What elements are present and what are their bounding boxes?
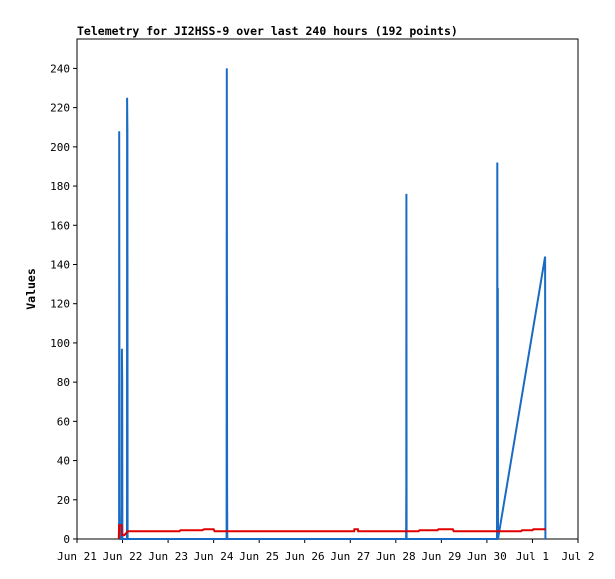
x-tick-label: Jun 26 xyxy=(285,550,325,563)
x-tick-label: Jun 29 xyxy=(421,550,461,563)
chart-title: Telemetry for JI2HSS-9 over last 240 hou… xyxy=(77,24,458,38)
y-tick-label: 100 xyxy=(50,337,70,350)
x-tick-label: Jun 23 xyxy=(148,550,188,563)
x-axis: Jun 21 Jun 22 Jun 23 Jun 24 Jun 25 Jun 26 Jun … xyxy=(57,539,595,563)
y-tick-label: 240 xyxy=(50,62,70,75)
y-tick-label: 180 xyxy=(50,180,70,193)
y-tick-label: 40 xyxy=(57,455,70,468)
y-tick-label: 80 xyxy=(57,376,70,389)
x-tick-label: Jun 30 xyxy=(467,550,507,563)
x-tick-label: Jun 24 xyxy=(194,550,234,563)
x-tick-label: Jun 22 xyxy=(103,550,143,563)
y-tick-label: 160 xyxy=(50,219,70,232)
y-tick-label: 200 xyxy=(50,141,70,154)
y-tick-label: 220 xyxy=(50,102,70,115)
y-tick-label: 120 xyxy=(50,298,70,311)
y-axis: 0 20 40 60 80 100 120 140 160 180 200 220 240 xyxy=(50,62,77,546)
y-tick-label: 20 xyxy=(57,494,70,507)
x-tick-label: Jul 2 xyxy=(561,550,594,563)
y-tick-label: 0 xyxy=(63,533,70,546)
x-tick-label: Jun 25 xyxy=(239,550,279,563)
plot-area xyxy=(76,38,579,540)
x-tick-label: Jun 28 xyxy=(376,550,416,563)
x-tick-label: Jun 21 xyxy=(57,550,97,563)
series-1-line xyxy=(118,68,547,540)
x-tick-label: Jul 1 xyxy=(516,550,549,563)
y-tick-label: 60 xyxy=(57,415,70,428)
series-layer xyxy=(117,68,547,540)
x-tick-label: Jun 27 xyxy=(330,550,370,563)
y-tick-label: 140 xyxy=(50,258,70,271)
y-axis-label: Values xyxy=(24,268,38,310)
series-2-line xyxy=(117,524,546,540)
